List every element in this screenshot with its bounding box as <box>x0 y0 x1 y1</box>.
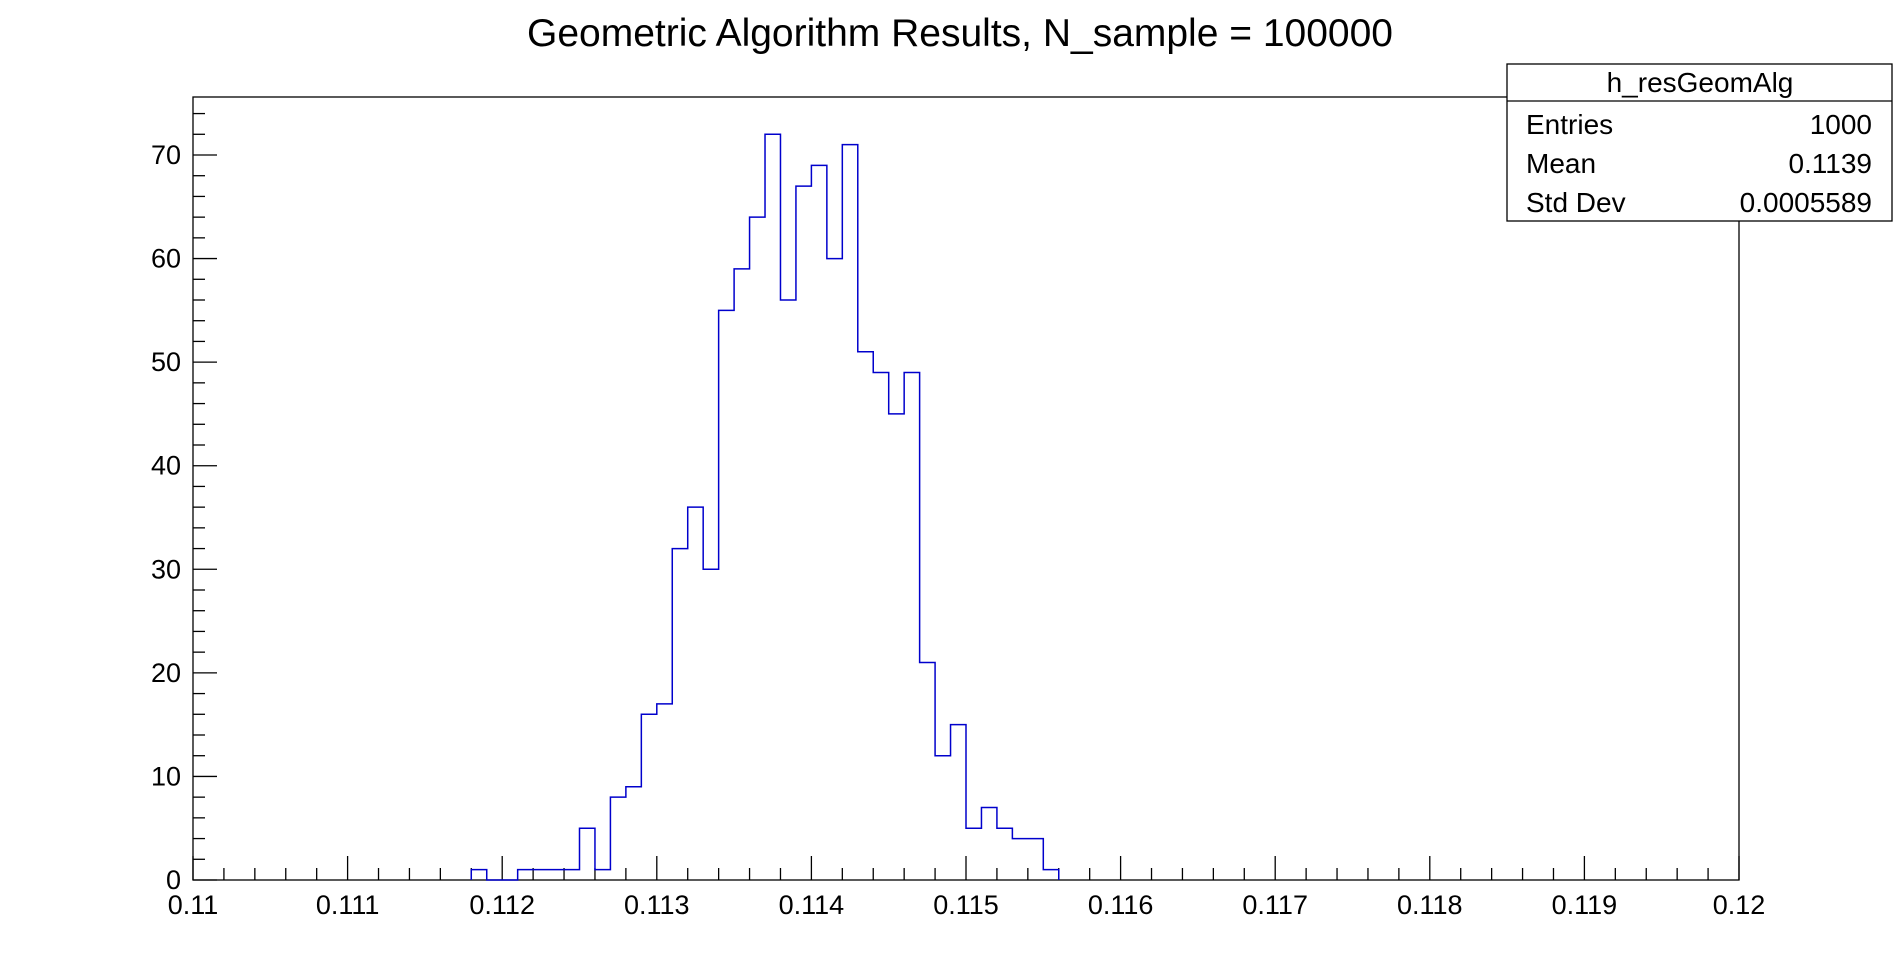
y-tick-label: 30 <box>151 554 181 584</box>
stats-label-entries: Entries <box>1526 109 1613 140</box>
y-tick-label: 70 <box>151 140 181 170</box>
x-tick-label: 0.119 <box>1552 890 1618 920</box>
x-tick-label: 0.118 <box>1397 890 1463 920</box>
chart-title: Geometric Algorithm Results, N_sample = … <box>527 12 1393 55</box>
stats-value-mean: 0.1139 <box>1788 148 1872 179</box>
stats-box-name: h_resGeomAlg <box>1607 67 1794 98</box>
x-tick-label: 0.116 <box>1088 890 1154 920</box>
stats-value-entries: 1000 <box>1810 109 1872 140</box>
y-tick-label: 60 <box>151 244 181 274</box>
histogram-series <box>470 133 1060 881</box>
stats-box-frame <box>1506 63 1893 222</box>
x-tick-label: 0.112 <box>469 890 535 920</box>
x-tick-label: 0.117 <box>1242 890 1308 920</box>
y-axis <box>193 112 217 881</box>
y-tick-label: 20 <box>151 658 181 688</box>
stats-value-std-dev: 0.0005589 <box>1740 187 1872 218</box>
x-tick-label: 0.111 <box>316 890 380 920</box>
x-tick-label: 0.113 <box>624 890 690 920</box>
stats-label-mean: Mean <box>1526 148 1596 179</box>
y-tick-label: 10 <box>151 761 181 791</box>
y-tick-label: 0 <box>166 865 181 895</box>
x-tick-label: 0.114 <box>779 890 845 920</box>
x-tick-labels: 0.11 0.111 0.112 0.113 0.114 0.115 0.116 0.117 0… <box>168 890 1766 920</box>
stats-label-std-dev: Std Dev <box>1526 187 1626 218</box>
x-tick-label: 0.12 <box>1713 890 1766 920</box>
y-tick-label: 50 <box>151 347 181 377</box>
x-axis <box>192 856 1740 880</box>
x-tick-label: 0.11 <box>168 890 219 920</box>
x-tick-label: 0.115 <box>933 890 999 920</box>
stats-box: h_resGeomAlg Entries 1000 Mean 0.1139 St… <box>1506 63 1893 222</box>
y-tick-label: 40 <box>151 451 181 481</box>
y-tick-labels: 0 10 20 30 40 50 60 70 <box>151 140 181 895</box>
